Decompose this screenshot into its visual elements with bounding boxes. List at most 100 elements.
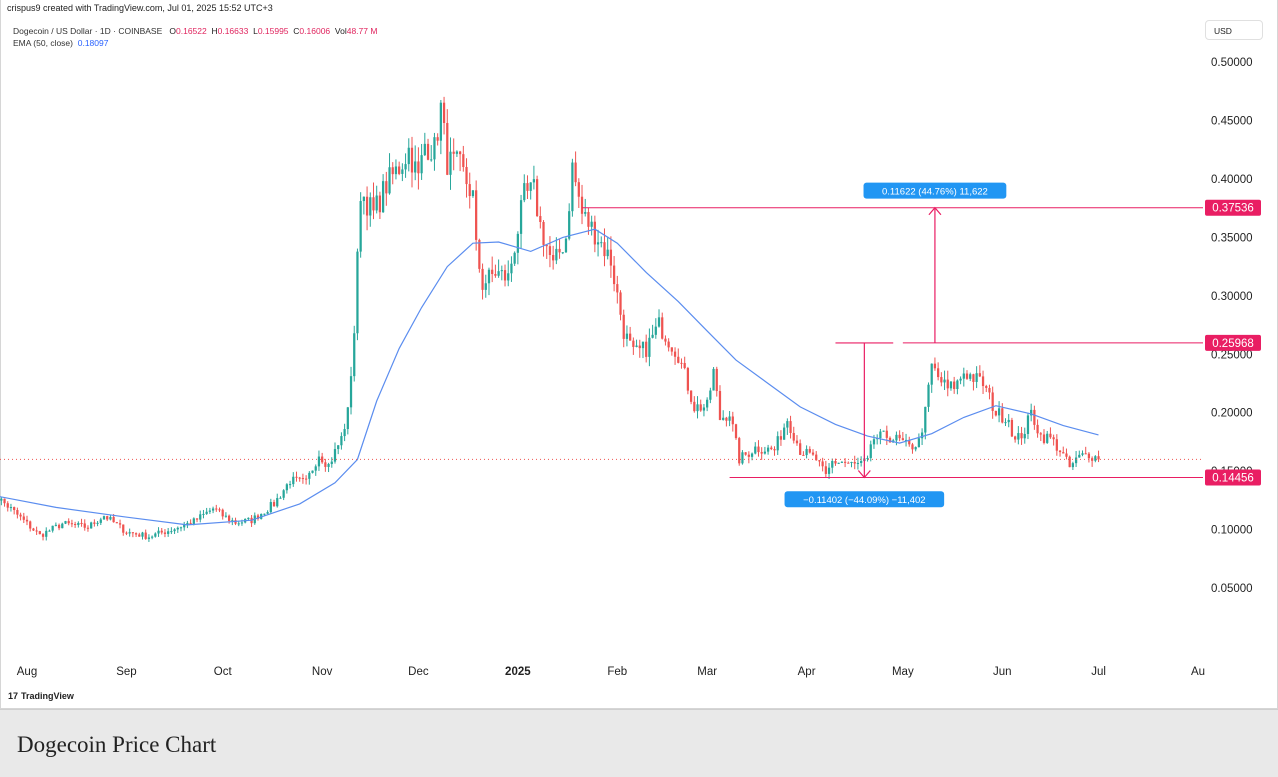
- candle-body: [369, 197, 372, 216]
- y-tick-label: 0.10000: [1211, 525, 1253, 537]
- candle-body: [359, 201, 362, 252]
- candle-body: [763, 451, 767, 454]
- candle-body: [343, 429, 346, 437]
- price-chart[interactable]: 0.50000 0.45000 0.40000 0.35000 0.30000 0.250…: [0, 0, 1278, 708]
- candle-body: [205, 511, 208, 514]
- price-label-bg: [1205, 199, 1261, 216]
- candle-body: [766, 447, 770, 452]
- candle-body: [199, 514, 202, 520]
- candle-body: [83, 523, 86, 528]
- candle-body: [491, 269, 494, 275]
- ema-label[interactable]: EMA (50, close): [13, 38, 73, 48]
- candle-body: [125, 532, 128, 534]
- candle-body: [577, 182, 580, 197]
- candle-body: [895, 434, 898, 441]
- candle-body: [442, 102, 446, 124]
- candle-body: [606, 249, 609, 257]
- candle-body: [593, 221, 596, 245]
- candle-body: [337, 445, 340, 450]
- high-value: 0.16633: [217, 26, 249, 36]
- measure-label-bg: [863, 182, 1007, 199]
- currency-selector[interactable]: USD: [1205, 20, 1263, 40]
- price-axis-label: 0.37536: [1212, 203, 1254, 215]
- symbol-name[interactable]: Dogecoin / US Dollar · 1D · COINBASE: [13, 26, 163, 36]
- candle-body: [99, 519, 102, 523]
- candle-body: [587, 212, 590, 227]
- candle-body: [279, 497, 282, 499]
- candle-body: [150, 536, 154, 538]
- candle-body: [811, 452, 815, 455]
- candle-body: [927, 384, 930, 407]
- candle-body: [1004, 422, 1007, 424]
- candle-body: [221, 509, 224, 517]
- candle-body: [641, 341, 645, 349]
- x-tick-label: Aug: [17, 666, 37, 678]
- candle-body: [513, 252, 516, 264]
- candle-body: [661, 317, 664, 339]
- y-tick-label: 0.05000: [1211, 583, 1253, 595]
- candle-body: [327, 464, 330, 467]
- candle-body: [256, 515, 260, 519]
- candle-body: [834, 460, 837, 464]
- candle-body: [304, 478, 308, 480]
- candle-body: [6, 503, 9, 508]
- candle-body: [584, 212, 587, 214]
- candle-body: [365, 196, 369, 216]
- candle-body: [590, 221, 593, 227]
- volume-label: Vol: [334, 26, 347, 36]
- candle-body: [29, 521, 32, 529]
- candle-body: [686, 368, 690, 391]
- candle-body: [109, 516, 112, 520]
- candle-body: [38, 531, 41, 535]
- candle-body: [898, 434, 901, 439]
- price-axis-label: 0.25968: [1212, 338, 1254, 350]
- candle-body: [773, 449, 776, 451]
- candle-body: [269, 502, 272, 513]
- candle-body: [985, 386, 988, 388]
- measure-label-bg: [784, 491, 945, 508]
- candle-body: [908, 439, 911, 445]
- candle-body: [64, 521, 67, 524]
- candle-body: [545, 244, 548, 247]
- candle-body: [106, 516, 109, 520]
- candle-body: [266, 512, 269, 514]
- candle-body: [568, 211, 571, 239]
- candle-body: [147, 537, 151, 539]
- candle-body: [715, 368, 718, 392]
- candle-body: [837, 462, 840, 464]
- candle-body: [1042, 434, 1046, 443]
- figure-caption: Dogecoin Price Chart: [17, 732, 217, 757]
- candle-body: [1084, 453, 1087, 455]
- x-tick-label: 2025: [505, 666, 531, 678]
- candle-body: [901, 438, 904, 441]
- candle-body: [340, 436, 343, 446]
- candle-body: [276, 498, 279, 507]
- candle-body: [218, 509, 221, 511]
- candle-body: [991, 392, 994, 411]
- candle-body: [353, 333, 356, 377]
- candle-body: [141, 532, 144, 537]
- y-tick-label: 0.30000: [1211, 291, 1253, 303]
- candle-body: [1039, 433, 1042, 435]
- candle-body: [680, 362, 683, 364]
- candle-body: [760, 452, 763, 454]
- candle-body: [1087, 453, 1091, 459]
- candle-body: [67, 521, 70, 524]
- candle-body: [677, 356, 680, 363]
- candle-body: [478, 239, 481, 269]
- candle-body: [1030, 409, 1033, 416]
- tradingview-logo[interactable]: 17 TradingView: [8, 691, 74, 701]
- candle-body: [1068, 456, 1071, 468]
- candle-body: [115, 522, 118, 524]
- candle-body: [391, 167, 394, 175]
- candle-body: [808, 448, 811, 453]
- candle-body: [186, 522, 189, 525]
- candle-body: [455, 151, 459, 154]
- candle-body: [211, 508, 215, 511]
- measure-label: −0.11402 (−44.09%) −11,402: [803, 495, 925, 506]
- candle-body: [195, 518, 199, 520]
- candle-body: [173, 529, 176, 532]
- candle-body: [231, 520, 234, 522]
- candle-body: [1020, 433, 1023, 439]
- candle-body: [696, 404, 699, 412]
